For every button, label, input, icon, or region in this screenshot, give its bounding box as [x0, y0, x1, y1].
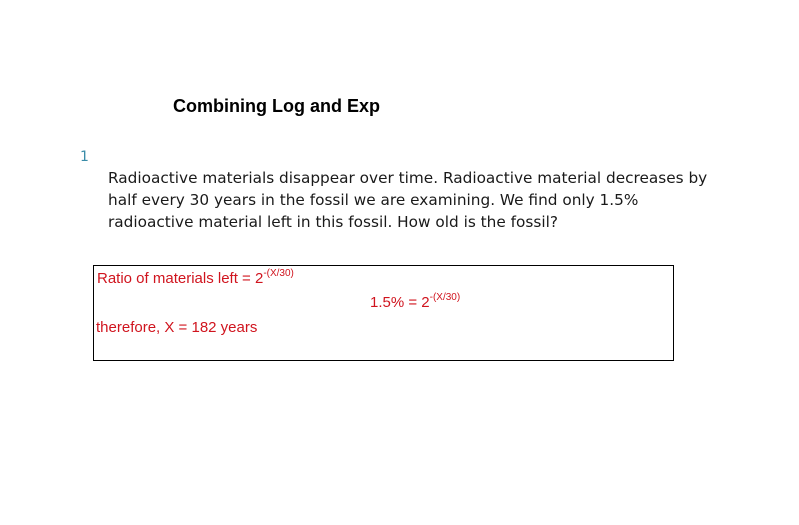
answer-box[interactable]: Ratio of materials left = 2-(X/30) 1.5% … [93, 265, 674, 361]
answer-line-ratio: Ratio of materials left = 2-(X/30) [97, 268, 294, 287]
answer-line-equation-exponent: -(X/30) [429, 292, 461, 303]
answer-line-ratio-base: Ratio of materials left = 2 [97, 270, 264, 287]
question-text: Radioactive materials disappear over tim… [108, 169, 708, 231]
answer-line-result: therefore, X = 182 years [96, 319, 258, 336]
answer-line-equation-base: 1.5% = 2 [370, 294, 430, 311]
answer-line-ratio-exponent: -(X/30) [263, 268, 294, 279]
answer-line-equation: 1.5% = 2-(X/30) [370, 292, 461, 311]
question-number: 1 [80, 149, 89, 165]
page-title: Combining Log and Exp [173, 96, 380, 116]
